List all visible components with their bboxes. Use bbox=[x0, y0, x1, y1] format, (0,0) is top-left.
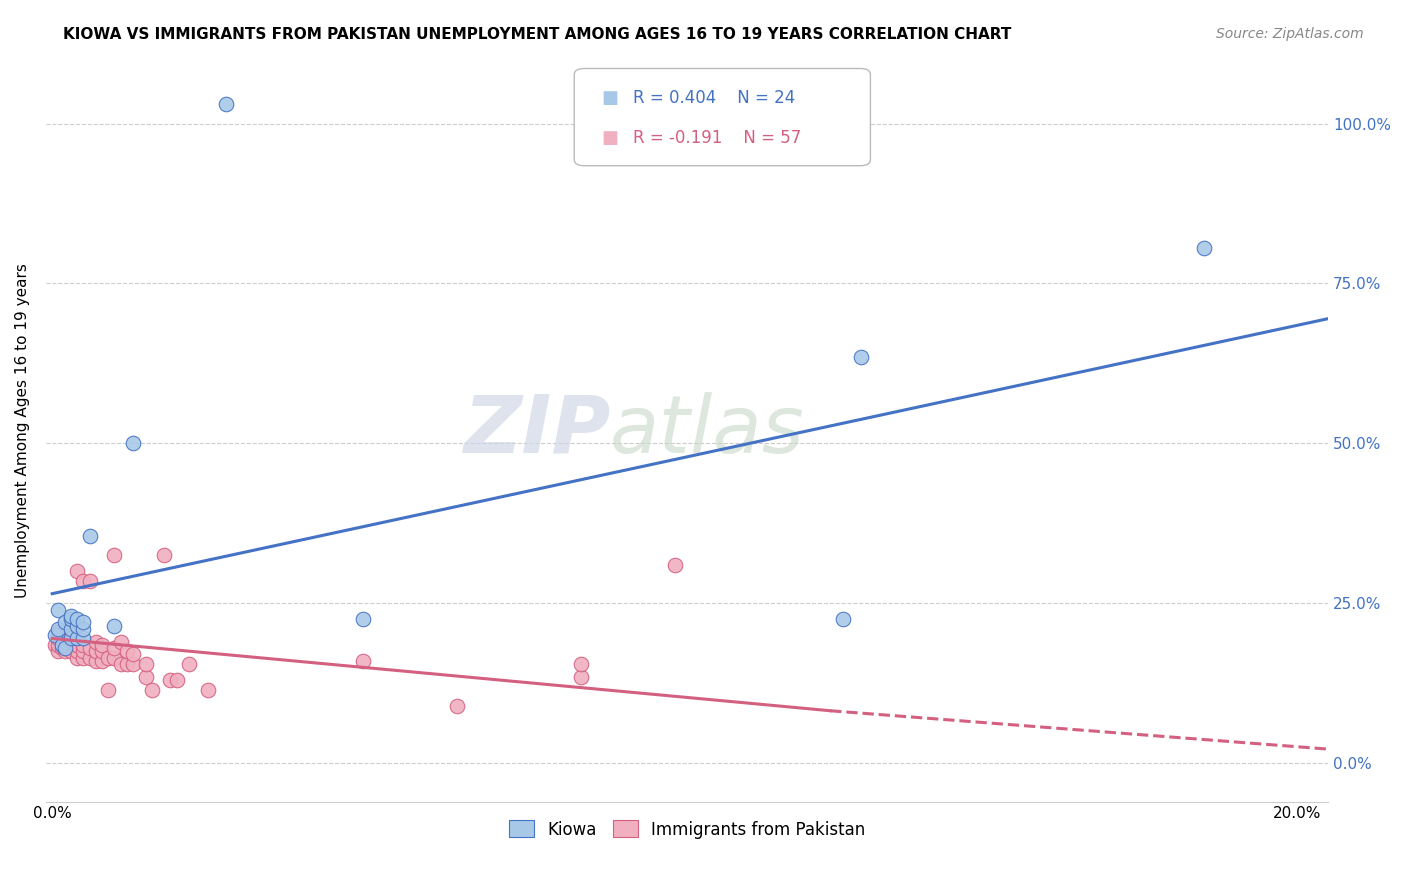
Point bbox=[59, 644, 82, 658]
Point bbox=[97, 682, 120, 697]
Point bbox=[48, 638, 70, 652]
Point bbox=[79, 650, 101, 665]
Point bbox=[215, 97, 238, 112]
Text: Source: ZipAtlas.com: Source: ZipAtlas.com bbox=[1216, 27, 1364, 41]
Point bbox=[53, 615, 76, 630]
Point bbox=[103, 618, 125, 632]
Point bbox=[91, 654, 114, 668]
Point bbox=[84, 644, 107, 658]
Point bbox=[851, 350, 873, 364]
Point bbox=[159, 673, 181, 687]
Point bbox=[79, 574, 101, 588]
Point bbox=[48, 625, 70, 640]
Point bbox=[91, 638, 114, 652]
Point bbox=[53, 641, 76, 656]
Point bbox=[166, 673, 188, 687]
Point bbox=[59, 638, 82, 652]
Point bbox=[59, 634, 82, 648]
Point bbox=[59, 632, 82, 646]
Point bbox=[103, 650, 125, 665]
Point bbox=[103, 549, 125, 563]
Point bbox=[48, 632, 70, 646]
Y-axis label: Unemployment Among Ages 16 to 19 years: Unemployment Among Ages 16 to 19 years bbox=[15, 263, 30, 598]
Point bbox=[59, 622, 82, 636]
Point bbox=[72, 638, 94, 652]
Point bbox=[103, 641, 125, 656]
Point bbox=[664, 558, 686, 572]
Point bbox=[72, 615, 94, 630]
Point bbox=[115, 644, 138, 658]
Point bbox=[48, 644, 70, 658]
Point bbox=[66, 650, 89, 665]
Legend: Kiowa, Immigrants from Pakistan: Kiowa, Immigrants from Pakistan bbox=[502, 814, 872, 846]
Point bbox=[122, 657, 145, 671]
Point bbox=[84, 654, 107, 668]
Point bbox=[122, 436, 145, 450]
Point bbox=[179, 657, 201, 671]
Point bbox=[141, 682, 163, 697]
Point bbox=[79, 529, 101, 543]
Point bbox=[97, 650, 120, 665]
Point bbox=[72, 622, 94, 636]
Text: ■: ■ bbox=[602, 128, 619, 146]
Point bbox=[110, 657, 132, 671]
Text: KIOWA VS IMMIGRANTS FROM PAKISTAN UNEMPLOYMENT AMONG AGES 16 TO 19 YEARS CORRELA: KIOWA VS IMMIGRANTS FROM PAKISTAN UNEMPL… bbox=[63, 27, 1012, 42]
Point bbox=[48, 622, 70, 636]
Point bbox=[72, 574, 94, 588]
Point bbox=[59, 625, 82, 640]
Point bbox=[51, 638, 73, 652]
Point bbox=[569, 670, 592, 684]
Point bbox=[53, 632, 76, 646]
Point bbox=[352, 654, 374, 668]
Point bbox=[66, 632, 89, 646]
Point bbox=[48, 603, 70, 617]
Point bbox=[1192, 241, 1215, 255]
Point bbox=[53, 644, 76, 658]
Point bbox=[66, 564, 89, 578]
Point bbox=[352, 612, 374, 626]
Point bbox=[59, 612, 82, 626]
Text: R = 0.404    N = 24: R = 0.404 N = 24 bbox=[633, 89, 796, 107]
FancyBboxPatch shape bbox=[574, 69, 870, 166]
Point bbox=[51, 641, 73, 656]
Point bbox=[44, 628, 66, 642]
Point bbox=[91, 644, 114, 658]
Point bbox=[115, 657, 138, 671]
Text: ZIP: ZIP bbox=[463, 392, 610, 469]
Point bbox=[72, 650, 94, 665]
Point bbox=[84, 634, 107, 648]
Text: atlas: atlas bbox=[610, 392, 804, 469]
Point bbox=[59, 609, 82, 624]
Point bbox=[569, 657, 592, 671]
Point bbox=[59, 632, 82, 646]
Point bbox=[197, 682, 219, 697]
Point bbox=[44, 638, 66, 652]
Point bbox=[66, 644, 89, 658]
Point bbox=[110, 634, 132, 648]
Point bbox=[72, 644, 94, 658]
Point bbox=[66, 638, 89, 652]
Point bbox=[153, 549, 176, 563]
Point bbox=[79, 641, 101, 656]
Point bbox=[66, 632, 89, 646]
Point bbox=[66, 612, 89, 626]
Point bbox=[53, 641, 76, 656]
Point bbox=[135, 670, 157, 684]
Point bbox=[72, 632, 94, 646]
Point bbox=[122, 648, 145, 662]
Text: ■: ■ bbox=[602, 89, 619, 107]
Point bbox=[135, 657, 157, 671]
Text: R = -0.191    N = 57: R = -0.191 N = 57 bbox=[633, 128, 801, 146]
Point bbox=[446, 698, 468, 713]
Point bbox=[831, 612, 853, 626]
Point bbox=[53, 625, 76, 640]
Point bbox=[66, 618, 89, 632]
